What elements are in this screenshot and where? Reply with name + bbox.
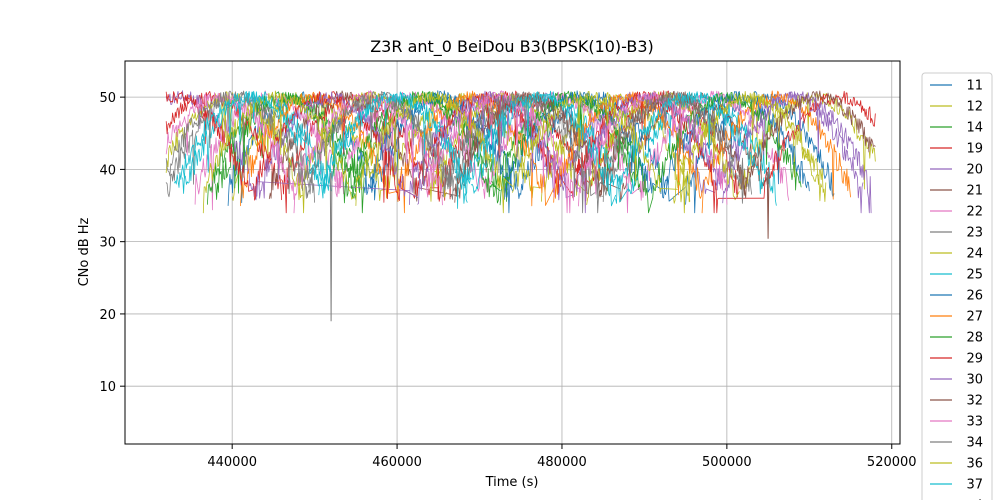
- plot-frame: [124, 60, 901, 445]
- x-tick-label: 460000: [372, 455, 422, 470]
- legend-label-22: 22: [966, 205, 983, 220]
- y-tick-label: 20: [99, 308, 116, 323]
- legend-label-20: 20: [966, 163, 983, 178]
- y-axis: 10 20 30 40 50: [99, 91, 125, 395]
- legend-label-32: 32: [966, 394, 983, 409]
- legend-label-21: 21: [966, 184, 983, 199]
- series-spike-32: [766, 171, 770, 239]
- y-tick-label: 50: [99, 91, 116, 106]
- legend-label-27: 27: [966, 310, 983, 325]
- chart-title: Z3R ant_0 BeiDou B3(BPSK(10)-B3): [370, 37, 654, 57]
- series-lines: [165, 90, 876, 322]
- legend-label-24: 24: [966, 247, 983, 262]
- series-line-36: [202, 90, 827, 214]
- legend-label-33: 33: [966, 415, 983, 430]
- legend-box: [921, 72, 993, 504]
- legend: 11 12 14 19 20 21 22 23 24 25 26 27 28 29 30 32 33 34 36 37…: [921, 72, 993, 504]
- y-tick-label: 40: [99, 163, 116, 178]
- x-tick-label: 500000: [702, 455, 752, 470]
- x-axis-label: Time (s): [485, 475, 539, 490]
- series-line-30: [256, 91, 872, 214]
- x-tick-label: 480000: [537, 455, 587, 470]
- legend-label-11: 11: [966, 79, 983, 94]
- legend-items: 11 12 14 19 20 21 22 23 24 25 26 27 28 29 30 32 33 34 36 37…: [930, 79, 983, 504]
- y-axis-label: CNo dB Hz: [77, 217, 92, 286]
- series-line-27: [240, 90, 851, 214]
- legend-label-14: 14: [966, 121, 983, 136]
- legend-label-19: 19: [966, 142, 983, 157]
- x-tick-label: 520000: [867, 455, 917, 470]
- legend-label-26: 26: [966, 289, 983, 304]
- legend-label-34: 34: [966, 436, 983, 451]
- legend-label-36: 36: [966, 457, 983, 472]
- x-axis: 440000 460000 480000 500000 520000: [207, 444, 917, 470]
- legend-label-23: 23: [966, 226, 983, 241]
- series-spike-23: [329, 170, 333, 322]
- series-line-37: [174, 91, 765, 207]
- legend-label-30: 30: [966, 373, 983, 388]
- x-tick-label: 440000: [207, 455, 257, 470]
- legend-label-29: 29: [966, 352, 983, 367]
- legend-label-12: 12: [966, 100, 983, 115]
- y-tick-label: 30: [99, 236, 116, 251]
- legend-label-25: 25: [966, 268, 983, 283]
- y-tick-label: 10: [99, 380, 116, 395]
- legend-label-37: 37: [966, 478, 983, 493]
- legend-label-28: 28: [966, 331, 983, 346]
